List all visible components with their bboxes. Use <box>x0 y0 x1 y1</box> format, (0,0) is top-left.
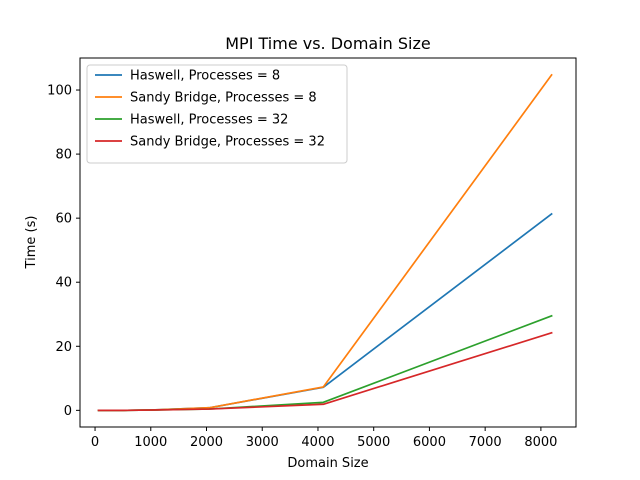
series-lines <box>97 73 553 412</box>
y-axis-ticks: 0 20 40 60 80 100 <box>47 84 80 419</box>
x-tick-label: 2000 <box>190 435 223 450</box>
legend-label: Haswell, Processes = 8 <box>130 69 280 84</box>
chart-title: MPI Time vs. Domain Size <box>225 34 431 53</box>
y-tick-label: 40 <box>55 276 72 291</box>
legend-label: Sandy Bridge, Processes = 32 <box>130 135 325 150</box>
x-tick-label: 0 <box>91 435 99 450</box>
legend: Haswell, Processes = 8 Sandy Bridge, Proc… <box>86 64 348 164</box>
x-tick-label: 5000 <box>357 435 390 450</box>
legend-box <box>86 64 348 164</box>
x-axis-ticks: 0 1000 2000 3000 4000 5000 6000 7000 8000 <box>91 427 557 450</box>
x-tick-label: 7000 <box>469 435 502 450</box>
x-tick-label: 1000 <box>134 435 167 450</box>
y-tick-label: 0 <box>64 404 72 419</box>
x-tick-label: 3000 <box>246 435 279 450</box>
x-tick-label: 8000 <box>524 435 557 450</box>
y-tick-label: 60 <box>55 212 72 227</box>
y-tick-label: 80 <box>55 148 72 163</box>
x-tick-label: 4000 <box>301 435 334 450</box>
x-axis-label: Domain Size <box>287 456 368 471</box>
plot-frame <box>79 57 577 428</box>
legend-label: Sandy Bridge, Processes = 8 <box>130 91 317 106</box>
series-line-4 <box>97 331 553 412</box>
x-tick-label: 6000 <box>413 435 446 450</box>
y-tick-label: 20 <box>55 340 72 355</box>
legend-label: Haswell, Processes = 32 <box>130 113 288 128</box>
y-tick-label: 100 <box>47 84 72 99</box>
series-line-1 <box>97 212 553 412</box>
series-line-3 <box>97 314 553 412</box>
y-axis-label: Time (s) <box>24 216 39 270</box>
